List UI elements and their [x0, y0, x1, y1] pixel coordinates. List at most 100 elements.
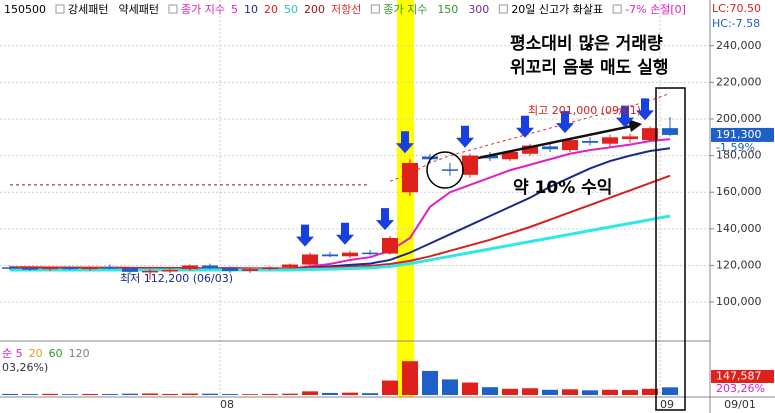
candle-body — [642, 128, 658, 141]
legend-entry: 10 — [244, 3, 258, 16]
candle-body — [562, 140, 578, 151]
volume-bar — [642, 388, 658, 395]
candle-body — [422, 156, 438, 160]
signal-arrow — [636, 98, 654, 121]
candle-body — [622, 136, 638, 140]
checkbox — [498, 4, 508, 14]
signal-arrow — [516, 115, 534, 138]
volume-bar — [602, 389, 618, 395]
volume-legend: 60 — [49, 347, 63, 360]
volume-bar — [442, 379, 458, 395]
candle-body — [262, 267, 278, 270]
volume-legend: 120 — [69, 347, 90, 360]
legend-entry: 20 — [264, 3, 278, 16]
volume-bar — [422, 370, 438, 395]
candle-body — [142, 270, 158, 273]
candle-body — [102, 267, 118, 269]
legend-label: 약세패턴 — [118, 2, 158, 16]
candle-body — [442, 169, 458, 171]
checkbox — [370, 4, 380, 14]
checkbox — [55, 4, 65, 14]
low-label: 최저 112,200 (06/03) — [120, 272, 233, 285]
volume-bar — [582, 390, 598, 395]
volume-bar — [362, 393, 378, 395]
legend-entry: 저항선 — [331, 3, 361, 16]
price-box — [711, 127, 774, 142]
x-tick-label: 08 — [220, 398, 234, 411]
volume-bar — [262, 393, 278, 395]
signal-arrow — [376, 208, 394, 231]
candle-body — [482, 155, 498, 159]
annotation: 약 10% 수익 — [513, 177, 612, 198]
volume-bar — [322, 392, 338, 395]
candle-body — [322, 254, 338, 257]
volume-bar — [82, 393, 98, 395]
candle-body — [282, 264, 298, 268]
volume-bar — [662, 387, 678, 395]
legend-label: 종가 지수 — [383, 3, 427, 16]
candle-body — [62, 267, 78, 270]
candle-body — [522, 145, 538, 154]
volume-bar — [302, 391, 318, 395]
candle-body — [242, 269, 258, 271]
volume-ratio: 03,26%) — [2, 361, 48, 374]
volume-bar — [342, 392, 358, 395]
candle-body — [22, 268, 38, 270]
legend-label: 150500 — [4, 3, 46, 16]
y-tick-label: 160,000 — [716, 185, 762, 198]
volume-legend: 순 5 — [2, 347, 23, 360]
candle-body — [342, 252, 358, 257]
high-label: 최고 201,000 (09/01) — [528, 104, 641, 117]
candle-body — [402, 162, 418, 193]
candle-body — [162, 270, 178, 272]
candle-body — [222, 268, 238, 271]
candle-body — [462, 155, 478, 175]
signal-arrow — [616, 105, 634, 128]
candle-body — [662, 128, 678, 135]
volume-bar — [2, 393, 18, 395]
candle-body — [2, 267, 18, 269]
volume-bar — [622, 390, 638, 395]
candle-body — [382, 237, 398, 254]
volume-bar — [562, 389, 578, 395]
checkbox — [612, 4, 622, 14]
hc-label: HC:-7.58 — [712, 17, 760, 30]
candle-body — [42, 267, 58, 270]
volume-bar — [102, 394, 118, 395]
signal-arrow — [556, 111, 574, 134]
volume-bar — [122, 393, 138, 395]
candle-body — [362, 252, 378, 255]
volume-bar — [42, 393, 58, 395]
checkbox — [168, 4, 178, 14]
y-tick-label: 140,000 — [716, 222, 762, 235]
volume-bar — [402, 361, 418, 395]
signal-arrow — [396, 131, 414, 154]
volume-ratio-label: 203,26% — [716, 382, 765, 395]
signal-arrow — [456, 125, 474, 148]
legend-entry: 200 — [304, 3, 325, 16]
y-tick-label: 220,000 — [716, 75, 762, 88]
candle-body — [502, 151, 518, 160]
candle-body — [202, 265, 218, 269]
ma-line — [10, 214, 671, 272]
legend-label: 150 — [437, 3, 458, 16]
volume-bar — [182, 393, 198, 395]
annotation: 평소대비 많은 거래량 — [510, 34, 663, 54]
annotation: 위꼬리 음봉 매도 실행 — [510, 58, 669, 78]
volume-bar — [482, 387, 498, 395]
signal-arrow — [336, 222, 354, 245]
candle-body — [82, 267, 98, 270]
trend-arrow-head — [628, 119, 642, 132]
change-label: -1.59% — [716, 141, 755, 154]
candle-body — [122, 268, 138, 272]
volume-bar — [22, 394, 38, 395]
volume-bar — [202, 393, 218, 395]
candle-body — [602, 137, 618, 144]
price-label: 191,300 — [716, 128, 762, 141]
volume-bar — [462, 382, 478, 395]
trend-arrow — [477, 124, 633, 160]
volume-bar — [142, 393, 158, 395]
legend-entry: 5 — [231, 3, 238, 16]
